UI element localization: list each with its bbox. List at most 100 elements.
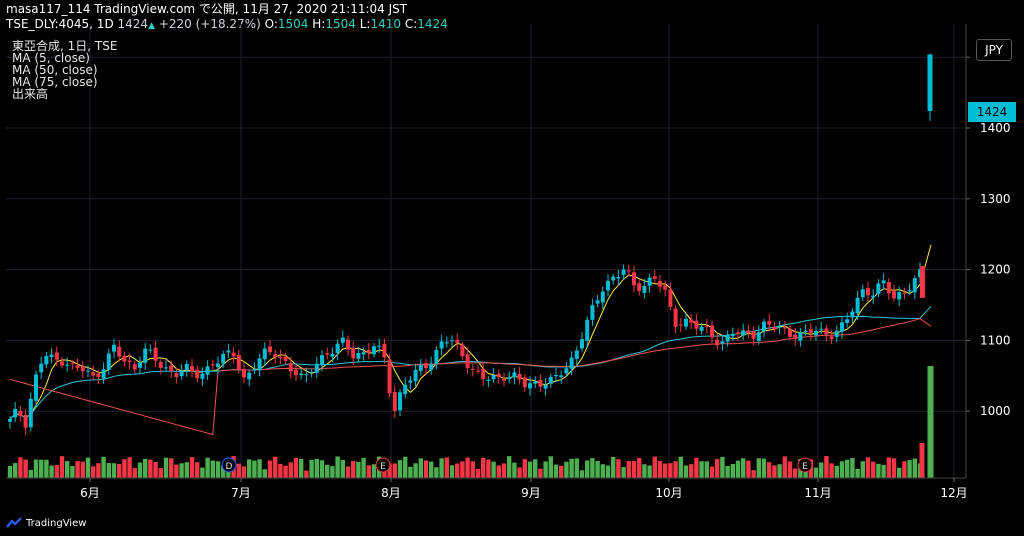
candle-body	[221, 353, 226, 364]
volume-bar	[127, 457, 132, 478]
volume-bar	[28, 469, 33, 478]
volume-bar	[647, 465, 652, 478]
candle-body	[741, 330, 746, 336]
volume-bar	[512, 462, 517, 478]
candle-body	[626, 270, 631, 272]
candle-body	[200, 373, 205, 379]
chart-axes: 1000110012001300140015006月7月8月9月10月11月12…	[6, 24, 1011, 500]
volume-bar	[39, 459, 44, 478]
candle-body	[871, 295, 876, 298]
volume-bar	[845, 459, 850, 478]
candle-body	[408, 380, 413, 383]
candle-body	[325, 353, 330, 355]
candle-body	[257, 358, 262, 371]
volume-bar	[148, 459, 153, 478]
candle-body	[652, 276, 657, 279]
candle-body	[481, 368, 486, 380]
volume-bar	[189, 457, 195, 478]
volume-bar	[267, 460, 273, 478]
candle-body	[538, 379, 543, 387]
candle-body	[907, 290, 912, 292]
legend-ma5[interactable]: MA (5, close)	[12, 51, 90, 65]
volume-bar	[75, 461, 80, 478]
legend-ma75[interactable]: MA (75, close)	[12, 75, 98, 89]
volume-bar	[652, 456, 657, 478]
volume-bar	[96, 463, 101, 478]
candle-body	[855, 297, 860, 314]
volume-bar	[143, 458, 148, 478]
footer: TradingView	[6, 514, 86, 532]
candle-body	[216, 363, 220, 368]
candle-body	[528, 383, 532, 389]
candle-body	[866, 287, 870, 296]
volume-bar	[611, 456, 616, 478]
candle-body	[278, 356, 283, 358]
candle-body	[361, 352, 366, 355]
candle-body	[710, 325, 714, 338]
volume-bar	[746, 460, 751, 478]
candle-body	[236, 355, 241, 370]
candle-body	[668, 289, 673, 307]
currency-button[interactable]: JPY	[976, 39, 1012, 61]
candle-body	[174, 373, 179, 378]
volume-bar	[860, 461, 865, 478]
volume-bar	[782, 456, 787, 478]
volume-bar	[663, 463, 668, 478]
volume-bar	[340, 460, 345, 478]
candle-body	[444, 342, 449, 344]
volume-bar	[330, 466, 335, 478]
legend-ma50[interactable]: MA (50, close)	[12, 63, 98, 77]
volume-bar	[907, 460, 912, 478]
volume-bar	[793, 468, 798, 478]
volume-bar	[299, 458, 304, 478]
candle-body	[314, 363, 319, 373]
volume-bar	[657, 461, 663, 478]
candle-body	[621, 269, 626, 275]
volume-bar	[288, 462, 293, 478]
candle-body	[840, 322, 844, 332]
volume-bar	[101, 456, 106, 478]
candle-body	[304, 374, 309, 376]
symbol-label: TSE_DLY:4045, 1D	[6, 17, 114, 31]
candle-body	[132, 364, 137, 370]
candle-body	[460, 344, 465, 357]
candle-body	[689, 319, 694, 323]
candle-body	[814, 330, 818, 336]
candle-body	[793, 334, 798, 340]
volume-bar	[902, 461, 907, 478]
volume-bar	[70, 466, 75, 478]
volume-bar	[59, 456, 65, 478]
candle-body	[398, 392, 402, 411]
volume-bar	[673, 461, 678, 478]
candle-body	[574, 350, 579, 359]
candle-body	[912, 278, 917, 293]
candle-body	[590, 305, 595, 320]
volume-bar	[491, 461, 496, 478]
volume-bar	[262, 469, 267, 478]
volume-bar	[361, 457, 366, 478]
candle-body	[44, 356, 49, 365]
volume-bar-last	[927, 366, 934, 478]
volume-bar	[886, 457, 891, 478]
volume-bar	[642, 464, 647, 478]
volume-bar	[153, 461, 158, 478]
candle-body	[101, 369, 106, 379]
candle-body	[184, 364, 189, 371]
candle-body	[803, 330, 808, 333]
price-tick-label: 1200	[980, 263, 1011, 277]
volume-bar	[455, 463, 460, 478]
volume-bar	[834, 465, 839, 478]
candle-body	[179, 370, 184, 377]
volume-bar	[486, 459, 491, 478]
volume-bar	[871, 461, 876, 478]
candle-body	[782, 327, 787, 329]
volume-bar	[787, 461, 793, 478]
volume-bar	[449, 465, 455, 478]
event-marker-label: D	[226, 462, 233, 472]
legend-volume[interactable]: 出来高	[12, 87, 49, 101]
volume-bar	[91, 466, 96, 478]
volume-bar	[631, 460, 637, 478]
volume-bar	[117, 464, 122, 478]
candle-body	[148, 349, 153, 351]
